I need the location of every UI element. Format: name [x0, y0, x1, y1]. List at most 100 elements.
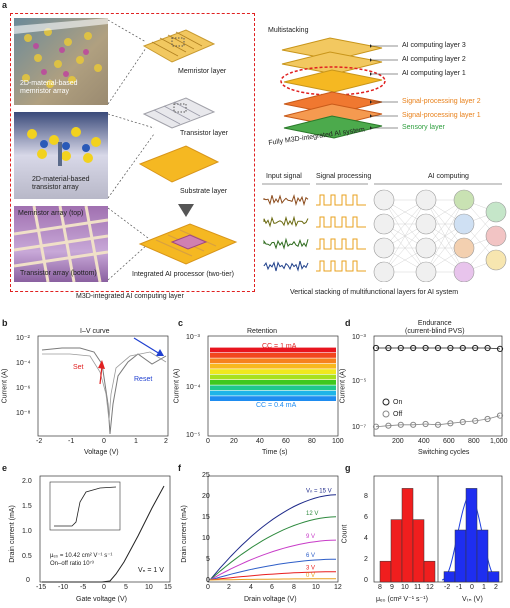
on-point [447, 344, 454, 352]
f-xtick-3: 6 [270, 584, 274, 591]
on-point [397, 344, 404, 352]
output-curve-chart: Vₙ = 15 V 12 V 9 V 6 V 3 V0 V [207, 475, 339, 583]
b-ytick-1: 10⁻⁴ [16, 360, 31, 367]
c-xtick-3: 60 [282, 438, 290, 445]
c-xtick-2: 40 [256, 438, 264, 445]
legend-off: Off [393, 411, 403, 418]
input-signal-trace [263, 194, 309, 207]
c-xtick-4: 80 [308, 438, 316, 445]
c-xtick-1: 20 [230, 438, 238, 445]
panel-letter-d: d [345, 318, 351, 328]
c-ytick-2: 10⁻⁵ [186, 432, 201, 439]
connector-lines [108, 19, 155, 281]
on-point [472, 344, 479, 352]
b-xtick-1: -1 [68, 438, 75, 445]
f-ytick-0: 0 [206, 577, 210, 584]
processed-pulse-trace [316, 238, 366, 250]
panel-letter-a: a [2, 0, 8, 10]
f-xtick-6: 12 [334, 584, 342, 591]
retention-band [210, 347, 336, 353]
panel-b-title: I–V curve [80, 328, 110, 335]
stack-label-ai3: AI computing layer 3 [402, 42, 466, 49]
vth-bar [465, 488, 478, 583]
m3d-computing-layer-box [10, 13, 255, 292]
mobility-bar [412, 519, 425, 583]
histogram-chart [373, 475, 503, 583]
b-ytick-0: 10⁻² [16, 335, 30, 342]
stage-label-input: Input signal [266, 173, 302, 180]
off-series-line [375, 415, 501, 428]
input-signal-trace [263, 215, 309, 228]
e-ytick-1: 0.5 [22, 553, 32, 560]
g-ylabel: Count [341, 524, 349, 544]
g-rx-2: 0 [470, 584, 474, 591]
g-left-xlabel: μₑ₀ (cm² V⁻¹ s⁻¹) [376, 596, 428, 603]
vth-bar [454, 529, 467, 583]
output-curve [209, 539, 337, 581]
set-arrow-head-icon [98, 360, 105, 369]
b-xtick-0: -2 [36, 438, 43, 445]
reset-arrow-icon [133, 337, 161, 355]
retention-band [210, 396, 336, 401]
g-lx-1: 9 [390, 584, 394, 591]
g-lx-0: 8 [378, 584, 382, 591]
d-xtick-2: 600 [443, 438, 455, 445]
output-curve-label: 9 V [306, 534, 315, 540]
memristor-array-illustration: 2D-material-based memristor array [14, 18, 108, 105]
stage-label-processing: Signal processing [316, 173, 372, 180]
on-series-line [376, 347, 501, 350]
memristor-crystal-icon [14, 18, 108, 88]
box-caption: M3D-integrated AI computing layer [76, 293, 184, 300]
b-xtick-2: 0 [102, 438, 106, 445]
panel-letter-e: e [2, 463, 8, 473]
legend-off-marker [382, 410, 390, 418]
panel-letter-g: g [345, 463, 351, 473]
input-signal-trace [263, 237, 309, 250]
e-xtick-6: 15 [164, 584, 172, 591]
b-xtick-4: 2 [164, 438, 168, 445]
b-xlabel: Voltage (V) [84, 449, 119, 456]
g-ytick-2: 4 [364, 535, 368, 542]
d-xtick-3: 800 [468, 438, 480, 445]
g-lx-2: 10 [401, 584, 409, 591]
processed-pulse-trace [316, 194, 366, 206]
memristor-layer-label: Memristor layer [178, 68, 227, 75]
inset-log-series [54, 486, 117, 527]
retention-band [210, 358, 336, 364]
vd-label: Vₙ = 1 V [138, 567, 164, 574]
processed-pulse-trace [316, 216, 366, 228]
e-xtick-2: -5 [80, 584, 87, 591]
retention-band [210, 390, 336, 396]
c-ytick-1: 10⁻⁴ [186, 384, 201, 391]
stack-label-sp2: Signal-processing layer 2 [402, 98, 481, 105]
retention-band [210, 380, 336, 385]
b-ylabel: Current (A) [1, 368, 9, 404]
e-ylabel: Drain current (mA) [8, 505, 16, 563]
down-arrow-icon [178, 204, 194, 217]
legend-on: On [393, 399, 403, 406]
cc-bottom-label: CC = 0.4 mA [256, 402, 297, 409]
panel-letter-b: b [2, 318, 8, 328]
off-point [447, 420, 454, 427]
stack-label-sp1: Signal-processing layer 1 [402, 112, 481, 119]
d-xtick-1: 400 [418, 438, 430, 445]
off-point [434, 421, 442, 428]
on-point [410, 344, 417, 352]
f-xlabel: Drain voltage (V) [244, 596, 297, 603]
g-rx-3: 1 [482, 584, 486, 591]
iv-curve-series [41, 347, 167, 435]
d-xtick-0: 200 [392, 438, 404, 445]
f-ytick-1: 5 [206, 556, 210, 563]
neural-network-diagram [373, 189, 507, 282]
cc-top-label: CC = 1 mA [262, 343, 297, 350]
c-xlabel: Time (s) [262, 449, 288, 456]
mobility-bar [379, 560, 392, 583]
input-signal-trace [263, 260, 309, 272]
output-curve [209, 516, 337, 581]
vth-bar [443, 571, 456, 583]
retention-band [210, 363, 336, 369]
e-xtick-3: 0 [102, 584, 106, 591]
g-ytick-3: 6 [364, 514, 368, 521]
endurance-chart [372, 335, 504, 437]
vth-bar [487, 571, 500, 583]
